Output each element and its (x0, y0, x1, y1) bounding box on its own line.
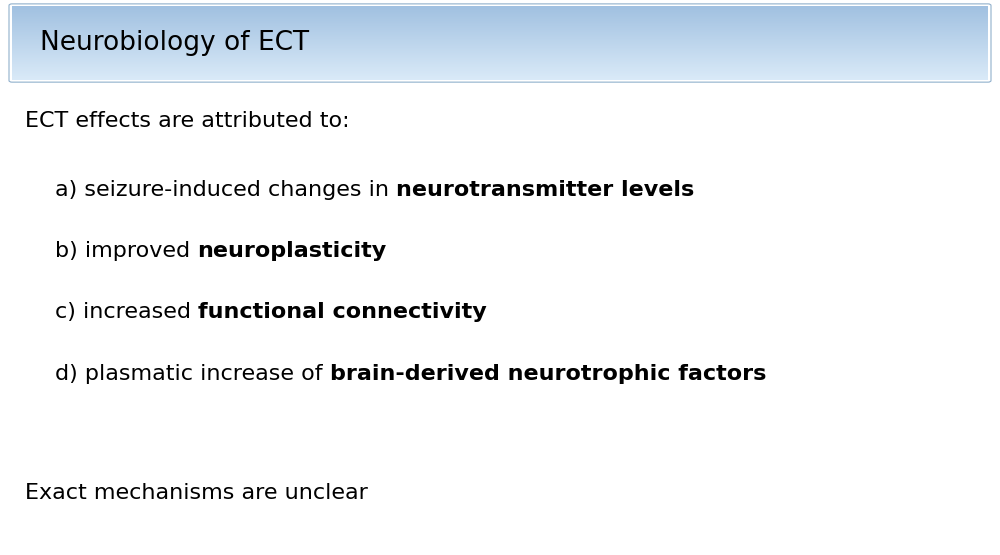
Text: functional connectivity: functional connectivity (198, 302, 487, 322)
Text: a) seizure-induced changes in: a) seizure-induced changes in (55, 180, 396, 200)
Text: brain-derived neurotrophic factors: brain-derived neurotrophic factors (330, 364, 766, 384)
Text: b) improved: b) improved (55, 241, 197, 261)
Text: c) increased: c) increased (55, 302, 198, 322)
Text: ECT effects are attributed to:: ECT effects are attributed to: (25, 111, 350, 131)
Text: d) plasmatic increase of: d) plasmatic increase of (55, 364, 330, 384)
Text: neurotransmitter levels: neurotransmitter levels (396, 180, 694, 200)
Text: neuroplasticity: neuroplasticity (197, 241, 386, 261)
Text: Exact mechanisms are unclear: Exact mechanisms are unclear (25, 483, 368, 503)
Text: Neurobiology of ECT: Neurobiology of ECT (40, 30, 309, 56)
